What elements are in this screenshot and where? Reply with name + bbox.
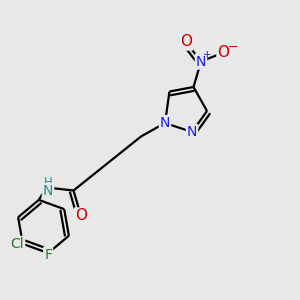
Text: O: O: [75, 208, 87, 224]
Text: N: N: [43, 184, 53, 198]
Text: Cl: Cl: [11, 237, 24, 251]
Text: F: F: [44, 248, 52, 262]
Text: H: H: [44, 176, 52, 189]
Text: N: N: [196, 55, 206, 68]
Text: −: −: [227, 40, 238, 54]
Text: N: N: [160, 116, 170, 130]
Text: N: N: [187, 125, 197, 139]
Text: +: +: [203, 50, 211, 60]
Text: O: O: [218, 45, 230, 60]
Text: O: O: [180, 34, 192, 50]
